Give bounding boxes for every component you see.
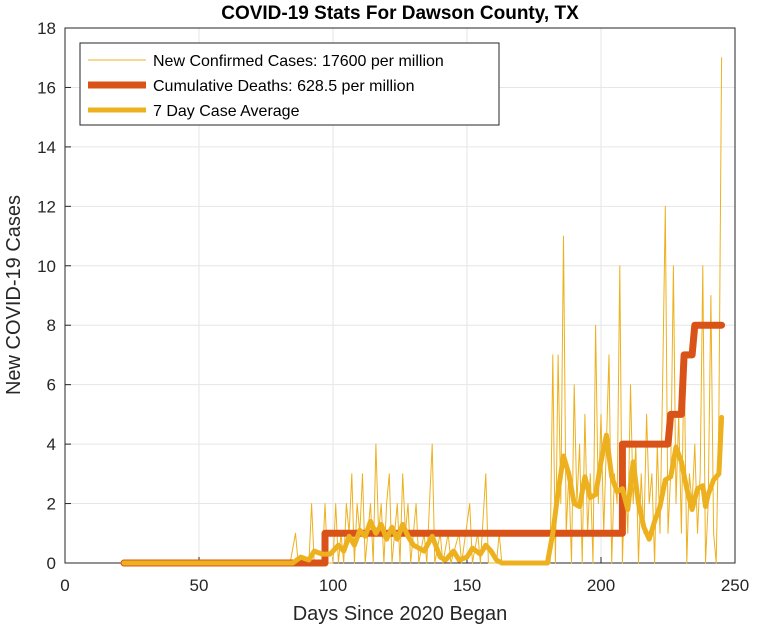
- legend-label-cumulative-deaths: Cumulative Deaths: 628.5 per million: [153, 78, 414, 95]
- legend-label-new-cases: New Confirmed Cases: 17600 per million: [153, 53, 444, 70]
- y-tick-label: 8: [47, 316, 56, 335]
- x-tick-label: 0: [60, 576, 69, 595]
- x-tick-label: 100: [319, 576, 347, 595]
- legend: New Confirmed Cases: 17600 per million C…: [79, 42, 500, 126]
- y-tick-label: 6: [47, 376, 56, 395]
- legend-label-7-day-average: 7 Day Case Average: [153, 103, 300, 120]
- y-tick-label: 0: [47, 554, 56, 573]
- y-tick-label: 2: [47, 495, 56, 514]
- series-7-day-case-average: [121, 414, 725, 566]
- legend-box: [79, 42, 500, 126]
- y-tick-label: 12: [37, 197, 56, 216]
- chart-title: COVID-19 Stats For Dawson County, TX: [221, 3, 579, 24]
- series-new-confirmed-cases: [123, 57, 723, 564]
- y-tick-label: 14: [37, 138, 56, 157]
- y-axis-title: New COVID-19 Cases: [3, 195, 25, 395]
- x-tick-label: 200: [587, 576, 615, 595]
- y-tick-label: 16: [37, 78, 56, 97]
- x-axis-title: Days Since 2020 Began: [293, 603, 508, 625]
- y-tick-label: 10: [37, 257, 56, 276]
- series-layer: [120, 57, 726, 567]
- series-cumulative-deaths: [120, 321, 726, 567]
- axis-ticks: 0 50 100 150 200 250 0 2 4 6 8 10 12 14 16 18: [37, 19, 749, 595]
- x-tick-label: 250: [721, 576, 749, 595]
- x-tick-label: 150: [453, 576, 481, 595]
- y-tick-label: 18: [37, 19, 56, 38]
- x-tick-label: 50: [190, 576, 209, 595]
- y-tick-label: 4: [47, 435, 56, 454]
